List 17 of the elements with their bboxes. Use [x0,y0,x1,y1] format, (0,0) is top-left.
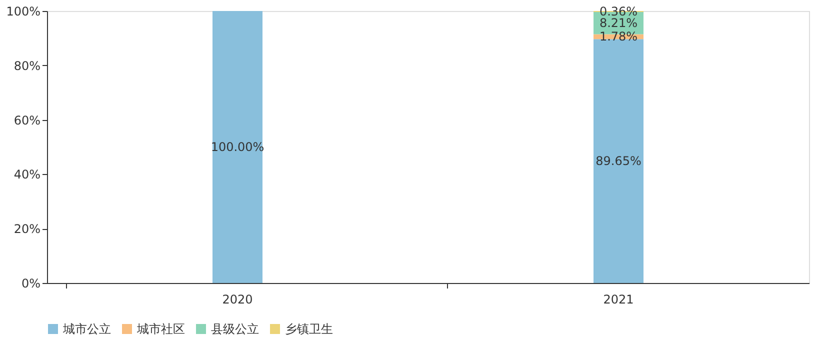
y-tick-label: 0% [21,276,40,290]
y-tick-label: 100% [6,4,40,18]
x-tick-label: 2021 [603,292,634,306]
legend-label: 城市公立 [62,322,111,336]
y-tick-label: 80% [14,58,40,73]
data-label: 89.65% [596,154,642,168]
legend-label: 乡镇卫生 [285,322,333,336]
data-label: 0.36% [599,4,638,18]
bar [212,11,262,283]
bar [594,39,644,283]
y-tick-label: 60% [14,113,40,128]
legend-label: 城市社区 [136,322,185,336]
legend-label: 县级公立 [211,322,259,336]
data-label: 8.21% [599,16,638,30]
y-tick-label: 20% [14,222,40,236]
y-tick-label: 40% [14,168,40,182]
x-tick-label: 2020 [222,292,253,306]
